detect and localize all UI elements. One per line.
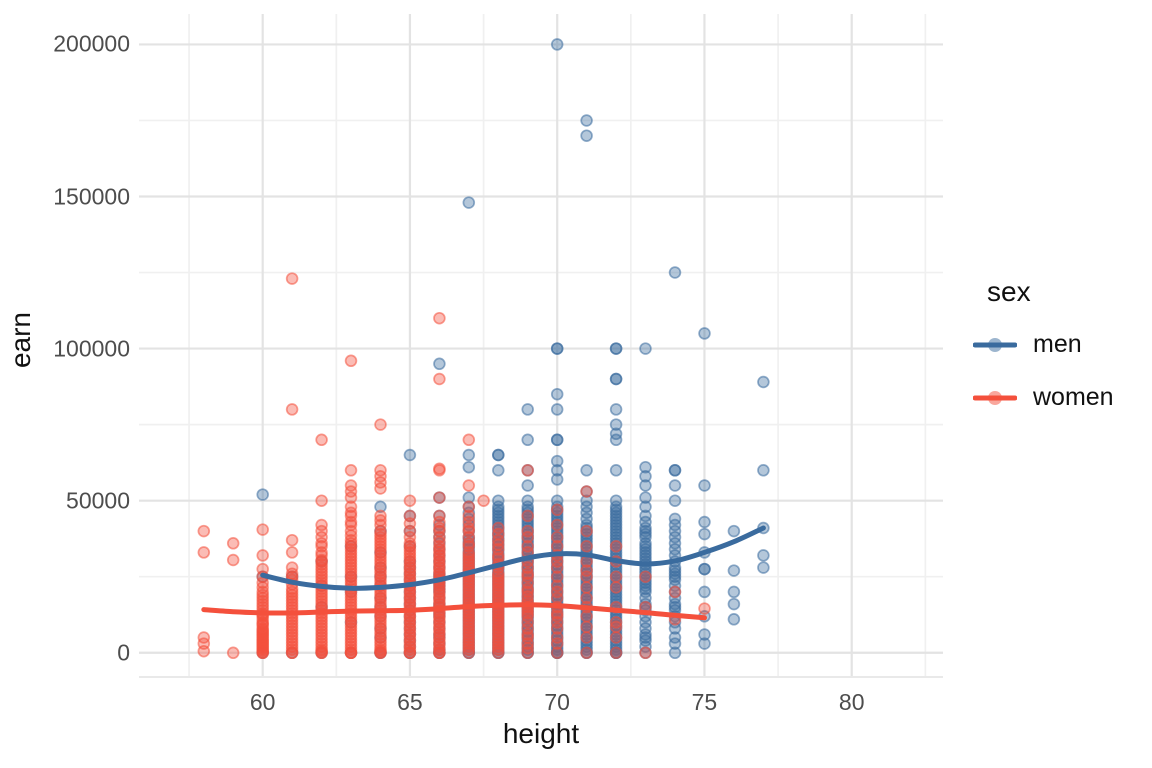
y-tick-label-200000: 200000: [53, 30, 130, 57]
legend-label-men: men: [1033, 330, 1082, 358]
x-axis-title: height: [502, 718, 580, 749]
points-women: [197, 272, 711, 660]
y-tick-label-0: 0: [117, 639, 130, 666]
y-tick-label-150000: 150000: [53, 183, 130, 209]
legend: sex men women: [973, 276, 1114, 436]
y-tick-label-100000: 100000: [53, 335, 130, 362]
x-tick-label-60: 60: [249, 689, 276, 715]
women-line-dot-icon: [973, 390, 1017, 405]
legend-entry-women: women: [973, 383, 1114, 412]
x-tick-label-75: 75: [691, 689, 718, 715]
y-axis-title: earn: [5, 311, 36, 369]
x-tick-label-65: 65: [397, 689, 423, 715]
smooth-line-women: [201, 602, 707, 621]
men-line-dot-icon: [973, 337, 1017, 352]
legend-entry-men: men: [973, 330, 1114, 359]
x-tick-label-80: 80: [838, 689, 865, 715]
legend-label-women: women: [1033, 383, 1114, 411]
smooth-line-men: [260, 525, 766, 591]
legend-title: sex: [987, 276, 1031, 307]
x-tick-label-70: 70: [544, 689, 570, 715]
y-tick-label-50000: 50000: [66, 487, 130, 514]
